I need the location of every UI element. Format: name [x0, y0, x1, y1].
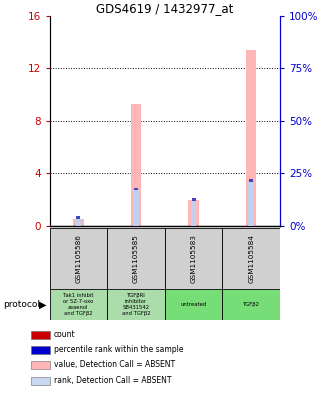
Bar — [73, 219, 84, 226]
Bar — [222, 289, 280, 320]
Bar — [165, 289, 222, 320]
Bar — [76, 219, 81, 226]
Text: GSM1105583: GSM1105583 — [191, 234, 196, 283]
Bar — [131, 104, 141, 226]
Bar — [134, 187, 138, 193]
Bar — [246, 50, 256, 226]
Text: ▶: ▶ — [39, 299, 47, 310]
Text: GSM1105584: GSM1105584 — [248, 234, 254, 283]
Text: TGFβ2: TGFβ2 — [243, 302, 260, 307]
Bar — [76, 216, 80, 221]
Bar — [165, 228, 222, 289]
Bar — [31, 346, 50, 354]
Bar — [191, 201, 196, 226]
Bar — [107, 228, 165, 289]
Bar — [188, 200, 199, 226]
Bar — [31, 361, 50, 369]
Bar — [249, 179, 253, 184]
Text: Tak1 inhibit
or 5Z-7-oxo
zeaenol
and TGFβ2: Tak1 inhibit or 5Z-7-oxo zeaenol and TGF… — [63, 294, 94, 316]
Bar — [107, 289, 165, 320]
Bar — [192, 198, 196, 203]
Text: value, Detection Call = ABSENT: value, Detection Call = ABSENT — [54, 360, 175, 369]
Text: TGFβRI
inhibitor
SB431542
and TGFβ2: TGFβRI inhibitor SB431542 and TGFβ2 — [122, 294, 150, 316]
Text: protocol: protocol — [3, 300, 40, 309]
Text: untreated: untreated — [180, 302, 207, 307]
Bar — [50, 228, 107, 289]
Text: percentile rank within the sample: percentile rank within the sample — [54, 345, 183, 354]
Text: GSM1105585: GSM1105585 — [133, 234, 139, 283]
Bar — [77, 223, 80, 226]
Text: GSM1105586: GSM1105586 — [76, 234, 81, 283]
Title: GDS4619 / 1432977_at: GDS4619 / 1432977_at — [96, 2, 234, 15]
Bar — [222, 228, 280, 289]
Bar — [31, 376, 50, 385]
Bar — [248, 182, 254, 226]
Text: count: count — [54, 330, 76, 339]
Bar — [133, 190, 139, 226]
Bar — [31, 331, 50, 339]
Bar — [50, 289, 107, 320]
Text: rank, Detection Call = ABSENT: rank, Detection Call = ABSENT — [54, 376, 171, 385]
